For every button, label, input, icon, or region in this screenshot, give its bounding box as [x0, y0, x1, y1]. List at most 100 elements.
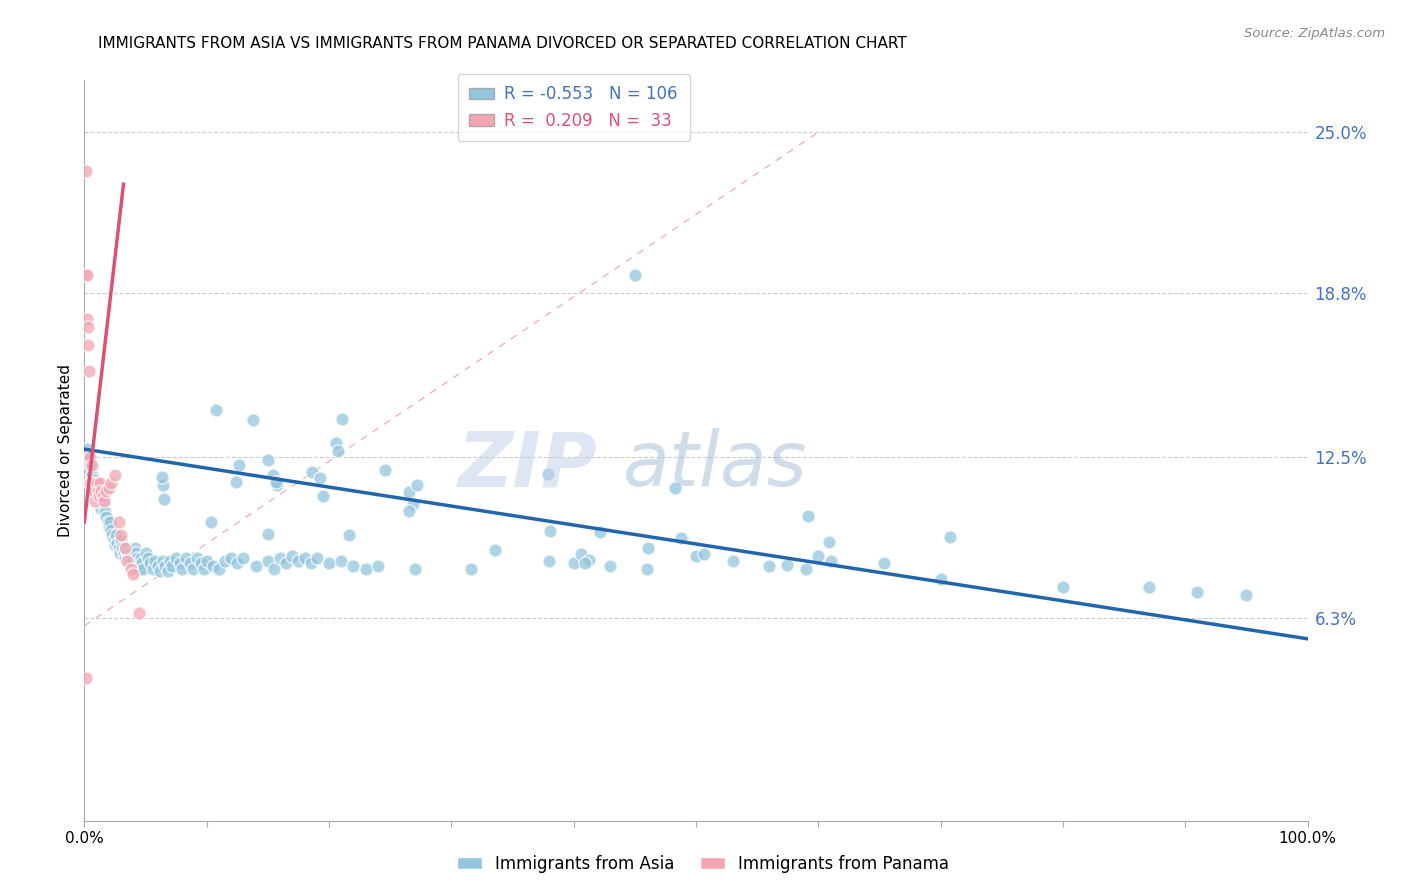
- Point: [87, 489, 110, 503]
- Point: [115, 554, 138, 568]
- Point: [90, 483, 112, 498]
- Point: [873, 556, 896, 570]
- Point: [200, 515, 222, 529]
- Point: [100, 475, 122, 490]
- Point: [328, 444, 350, 458]
- Point: [77, 475, 100, 490]
- Point: [129, 551, 152, 566]
- Point: [84, 473, 107, 487]
- Y-axis label: Divorced or Separated: Divorced or Separated: [58, 364, 73, 537]
- Point: [118, 554, 141, 568]
- Point: [125, 546, 148, 560]
- Text: ZIP: ZIP: [458, 428, 598, 502]
- Point: [79, 475, 101, 490]
- Point: [796, 509, 818, 524]
- Point: [574, 557, 596, 571]
- Point: [262, 468, 284, 483]
- Point: [120, 562, 142, 576]
- Point: [114, 551, 136, 566]
- Point: [484, 543, 506, 558]
- Point: [93, 497, 115, 511]
- Point: [299, 557, 322, 571]
- Text: Source: ZipAtlas.com: Source: ZipAtlas.com: [1244, 27, 1385, 40]
- Point: [128, 562, 150, 576]
- Point: [589, 525, 612, 540]
- Point: [159, 554, 181, 568]
- Point: [121, 551, 143, 566]
- Point: [669, 531, 692, 545]
- Point: [318, 557, 340, 571]
- Point: [820, 554, 842, 568]
- Point: [193, 562, 215, 576]
- Point: [156, 564, 179, 578]
- Point: [75, 671, 97, 685]
- Text: IMMIGRANTS FROM ASIA VS IMMIGRANTS FROM PANAMA DIVORCED OR SEPARATED CORRELATION: IMMIGRANTS FROM ASIA VS IMMIGRANTS FROM …: [98, 36, 907, 51]
- Point: [165, 551, 187, 566]
- Point: [77, 338, 100, 352]
- Point: [330, 412, 353, 426]
- Point: [1236, 588, 1258, 602]
- Point: [105, 535, 128, 549]
- Point: [232, 551, 254, 566]
- Point: [538, 554, 561, 568]
- Point: [90, 502, 112, 516]
- Point: [122, 566, 145, 581]
- Point: [125, 551, 148, 566]
- Point: [83, 483, 105, 498]
- Point: [664, 481, 686, 495]
- Point: [205, 403, 228, 417]
- Point: [110, 533, 132, 547]
- Point: [96, 509, 118, 524]
- Point: [104, 538, 127, 552]
- Legend: R = -0.553   N = 106, R =  0.209   N =  33: R = -0.553 N = 106, R = 0.209 N = 33: [458, 74, 689, 142]
- Point: [562, 557, 585, 571]
- Point: [91, 489, 114, 503]
- Point: [146, 559, 169, 574]
- Point: [75, 268, 97, 282]
- Point: [257, 554, 280, 568]
- Point: [305, 551, 328, 566]
- Point: [97, 481, 120, 495]
- Point: [80, 458, 103, 472]
- Point: [245, 559, 267, 574]
- Point: [214, 554, 236, 568]
- Point: [374, 462, 396, 476]
- Point: [104, 468, 127, 483]
- Point: [115, 541, 138, 555]
- Point: [169, 557, 191, 571]
- Point: [97, 520, 120, 534]
- Point: [120, 546, 142, 560]
- Point: [86, 478, 108, 492]
- Point: [107, 515, 129, 529]
- Point: [152, 554, 174, 568]
- Point: [398, 504, 420, 518]
- Point: [692, 547, 714, 561]
- Point: [256, 526, 278, 541]
- Point: [807, 549, 830, 563]
- Point: [219, 551, 242, 566]
- Point: [131, 557, 153, 571]
- Point: [105, 528, 128, 542]
- Point: [124, 541, 146, 555]
- Point: [101, 528, 124, 542]
- Point: [79, 450, 101, 464]
- Point: [117, 551, 139, 566]
- Point: [127, 557, 149, 571]
- Point: [96, 483, 118, 498]
- Point: [75, 164, 97, 178]
- Point: [269, 551, 291, 566]
- Point: [91, 489, 114, 503]
- Point: [174, 551, 197, 566]
- Point: [195, 554, 218, 568]
- Point: [276, 557, 298, 571]
- Point: [162, 559, 184, 574]
- Point: [398, 485, 420, 500]
- Point: [294, 551, 316, 566]
- Point: [225, 475, 247, 490]
- Point: [301, 466, 323, 480]
- Point: [578, 553, 600, 567]
- Point: [190, 557, 212, 571]
- Point: [1052, 580, 1074, 594]
- Point: [325, 435, 347, 450]
- Point: [721, 554, 744, 568]
